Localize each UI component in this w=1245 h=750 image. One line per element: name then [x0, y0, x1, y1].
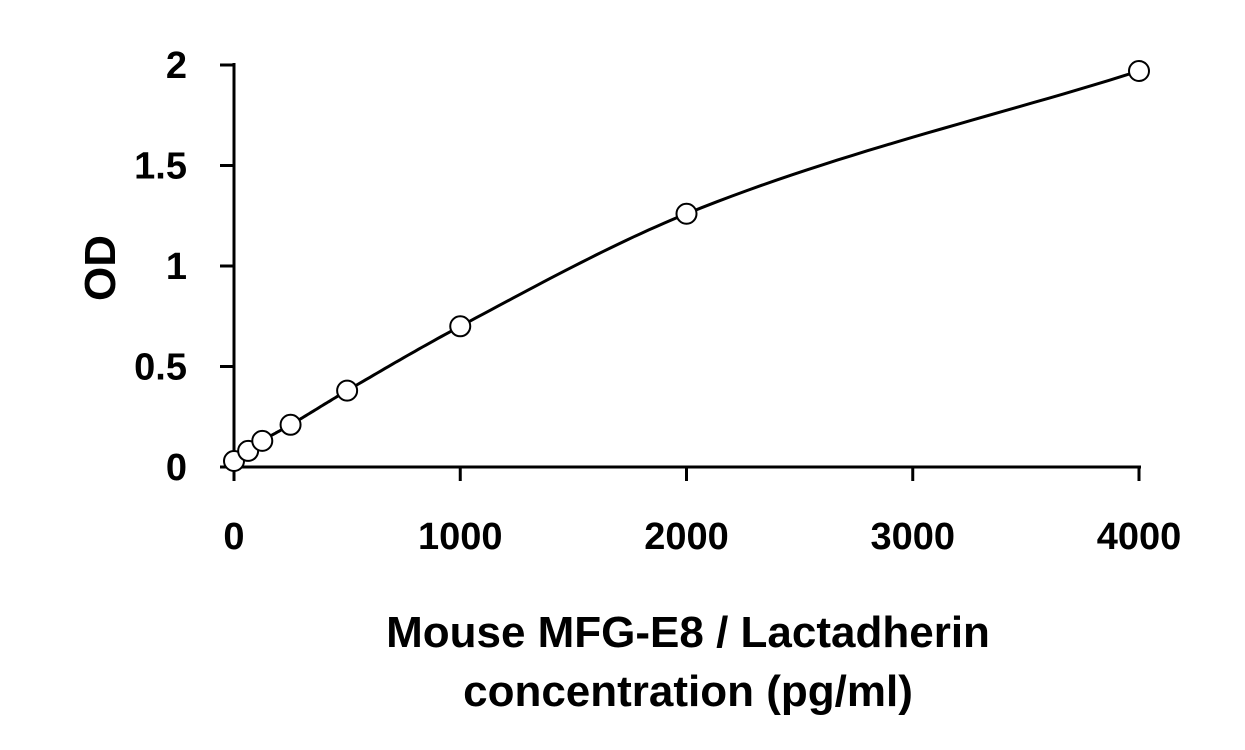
x-tick-label: 0 [223, 516, 244, 558]
y-tick-label: 0 [166, 447, 187, 489]
y-tick-label: 2 [166, 45, 187, 87]
axes [232, 63, 1141, 469]
x-axis-title-line-1: Mouse MFG-E8 / Lactadherin [386, 608, 990, 657]
y-tick-label: 1.5 [134, 146, 187, 188]
ticks: 0 0.5 1 1.5 2 0 1000 2000 3000 4000 [134, 45, 1181, 558]
y-axis-title: OD [76, 235, 125, 301]
data-point [449, 315, 472, 338]
x-tick-label: 1000 [418, 516, 503, 558]
y-tick-label: 0.5 [134, 347, 187, 389]
data-points [223, 60, 1150, 472]
y-tick-label: 1 [166, 246, 187, 288]
x-tick-label: 4000 [1097, 516, 1182, 558]
fit-curve-layer [233, 69, 1140, 463]
data-point [675, 202, 698, 225]
x-tick-label: 2000 [644, 516, 729, 558]
data-point [1128, 60, 1150, 83]
data-point [336, 379, 359, 402]
x-axis-title-line-2: concentration (pg/ml) [463, 667, 913, 716]
fit-curve [233, 69, 1140, 463]
x-tick-label: 3000 [870, 516, 955, 558]
data-point [251, 429, 274, 452]
data-point [279, 413, 302, 436]
